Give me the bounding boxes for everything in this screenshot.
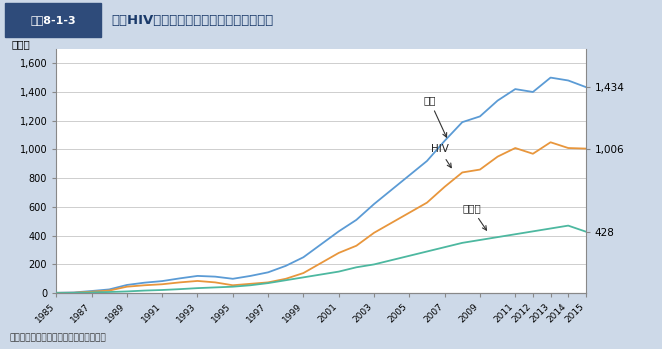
FancyBboxPatch shape	[5, 3, 101, 37]
Text: 図袆8-1-3: 図袆8-1-3	[30, 15, 76, 25]
Text: （件）: （件）	[11, 39, 30, 49]
Text: 合計: 合計	[424, 96, 447, 137]
Text: エイズ: エイズ	[462, 203, 487, 230]
Text: 資料：厚生労働省エイズ動向委員会報告: 資料：厚生労働省エイズ動向委員会報告	[10, 333, 107, 342]
Text: 新規HIV感染者・エイズ患者報告数の推移: 新規HIV感染者・エイズ患者報告数の推移	[111, 14, 273, 27]
Text: HIV: HIV	[430, 144, 451, 168]
